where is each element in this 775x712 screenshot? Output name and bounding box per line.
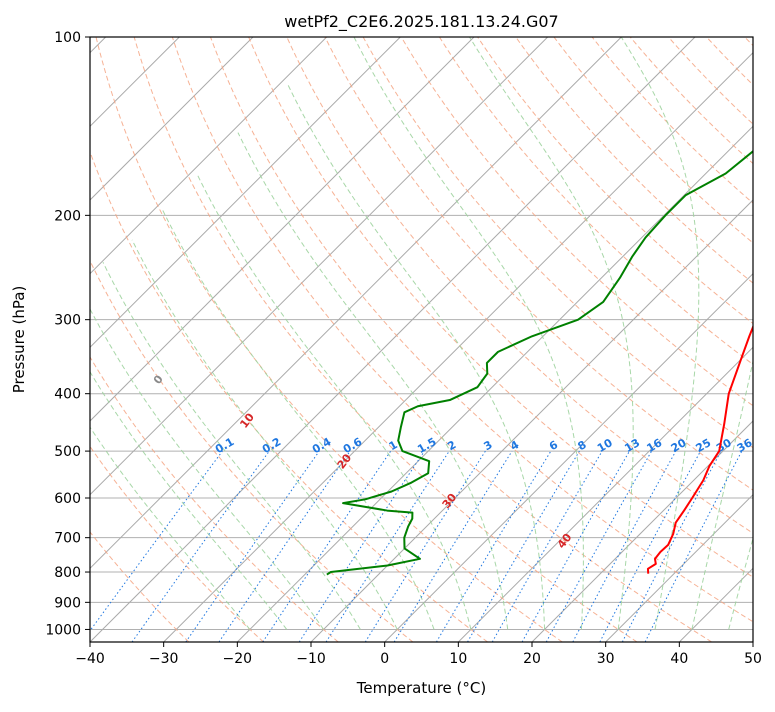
x-tick-label: −30 bbox=[149, 651, 179, 667]
y-tick-label: 700 bbox=[54, 531, 81, 547]
y-tick-label: 1000 bbox=[45, 622, 81, 638]
x-tick-label: 50 bbox=[744, 651, 762, 667]
y-tick-label: 100 bbox=[54, 30, 81, 46]
x-tick-label: 30 bbox=[597, 651, 615, 667]
x-tick-label: 40 bbox=[670, 651, 688, 667]
x-tick-label: 10 bbox=[449, 651, 467, 667]
y-tick-label: 300 bbox=[54, 313, 81, 329]
x-axis-label: Temperature (°C) bbox=[356, 679, 486, 697]
y-tick-label: 400 bbox=[54, 387, 81, 403]
y-tick-label: 600 bbox=[54, 491, 81, 507]
y-axis-label: Pressure (hPa) bbox=[10, 286, 28, 394]
y-tick-label: 800 bbox=[54, 565, 81, 581]
x-tick-label: −20 bbox=[223, 651, 253, 667]
y-tick-label: 500 bbox=[54, 444, 81, 460]
y-tick-label: 200 bbox=[54, 208, 81, 224]
y-tick-label: 900 bbox=[54, 595, 81, 611]
chart-title: wetPf2_C2E6.2025.181.13.24.G07 bbox=[284, 12, 558, 32]
x-tick-label: −10 bbox=[296, 651, 326, 667]
x-tick-label: 20 bbox=[523, 651, 541, 667]
x-tick-label: 0 bbox=[380, 651, 389, 667]
x-tick-label: −40 bbox=[75, 651, 105, 667]
